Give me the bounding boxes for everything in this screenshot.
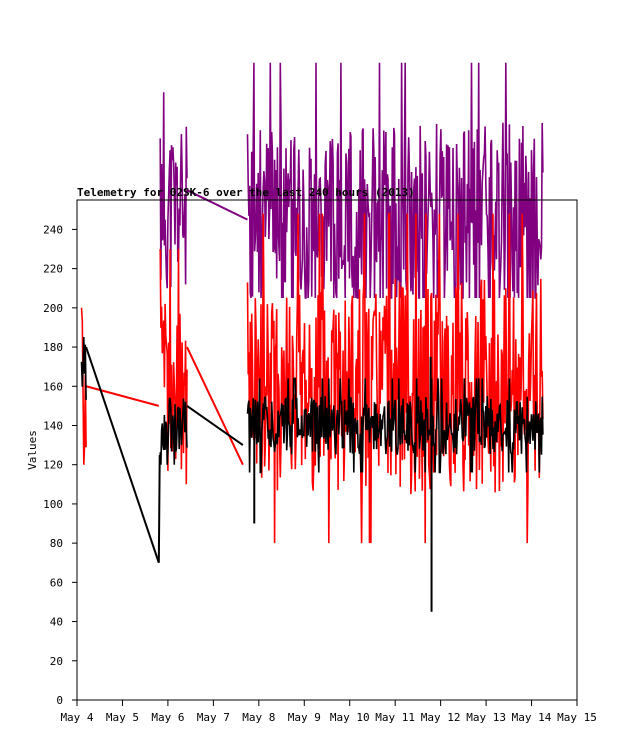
x-tick-label: May 6	[151, 711, 184, 724]
series-bridge	[85, 385, 160, 407]
x-tick-label: May 9	[288, 711, 321, 724]
series-0	[159, 62, 544, 299]
series-bridge	[157, 454, 161, 563]
y-tick-label: 80	[50, 537, 63, 550]
series-bridge	[85, 346, 160, 564]
chart-title: Telemetry for 02SK-6 over the last 240 h…	[77, 186, 415, 199]
x-tick-label: May 11	[375, 711, 415, 724]
y-tick-label: 140	[43, 419, 63, 432]
x-tick-label: May 14	[512, 711, 552, 724]
y-axis: 0 20 40 60 80 100 120 140 160 180 200 220 240	[43, 223, 77, 707]
y-tick-label: 120	[43, 459, 63, 472]
series-line	[246, 212, 544, 544]
series-1	[80, 212, 544, 544]
y-tick-label: 220	[43, 263, 63, 276]
series-line	[246, 377, 544, 474]
x-tick-label: May 5	[106, 711, 139, 724]
series-bridge	[186, 189, 248, 221]
x-axis: May 4 May 5 May 6 May 7 May 8 May 9 May 10 May …	[60, 700, 597, 724]
y-tick-label: 240	[43, 223, 63, 236]
y-tick-label: 40	[50, 616, 63, 629]
x-tick-label: May 10	[330, 711, 370, 724]
x-tick-label: May 7	[197, 711, 230, 724]
series-bridge	[186, 346, 244, 466]
series-2	[80, 336, 544, 612]
series-line	[159, 397, 188, 465]
y-tick-label: 160	[43, 380, 63, 393]
y-tick-label: 100	[43, 498, 63, 511]
x-tick-label: May 12	[421, 711, 461, 724]
x-tick-label: May 4	[60, 711, 93, 724]
series-line	[246, 62, 544, 299]
y-axis-label: Values	[26, 430, 39, 470]
x-tick-label: May 13	[466, 711, 506, 724]
series-layer	[80, 62, 544, 612]
y-tick-label: 180	[43, 341, 63, 354]
series-bridge	[186, 405, 244, 446]
y-tick-label: 60	[50, 576, 63, 589]
y-tick-label: 200	[43, 302, 63, 315]
series-line	[80, 336, 87, 400]
x-tick-label: May 8	[242, 711, 275, 724]
plot-frame	[76, 199, 578, 701]
series-line	[159, 92, 188, 289]
x-tick-label: May 15	[557, 711, 597, 724]
y-tick-label: 0	[56, 694, 63, 707]
series-line	[159, 248, 188, 485]
y-tick-label: 20	[50, 655, 63, 668]
